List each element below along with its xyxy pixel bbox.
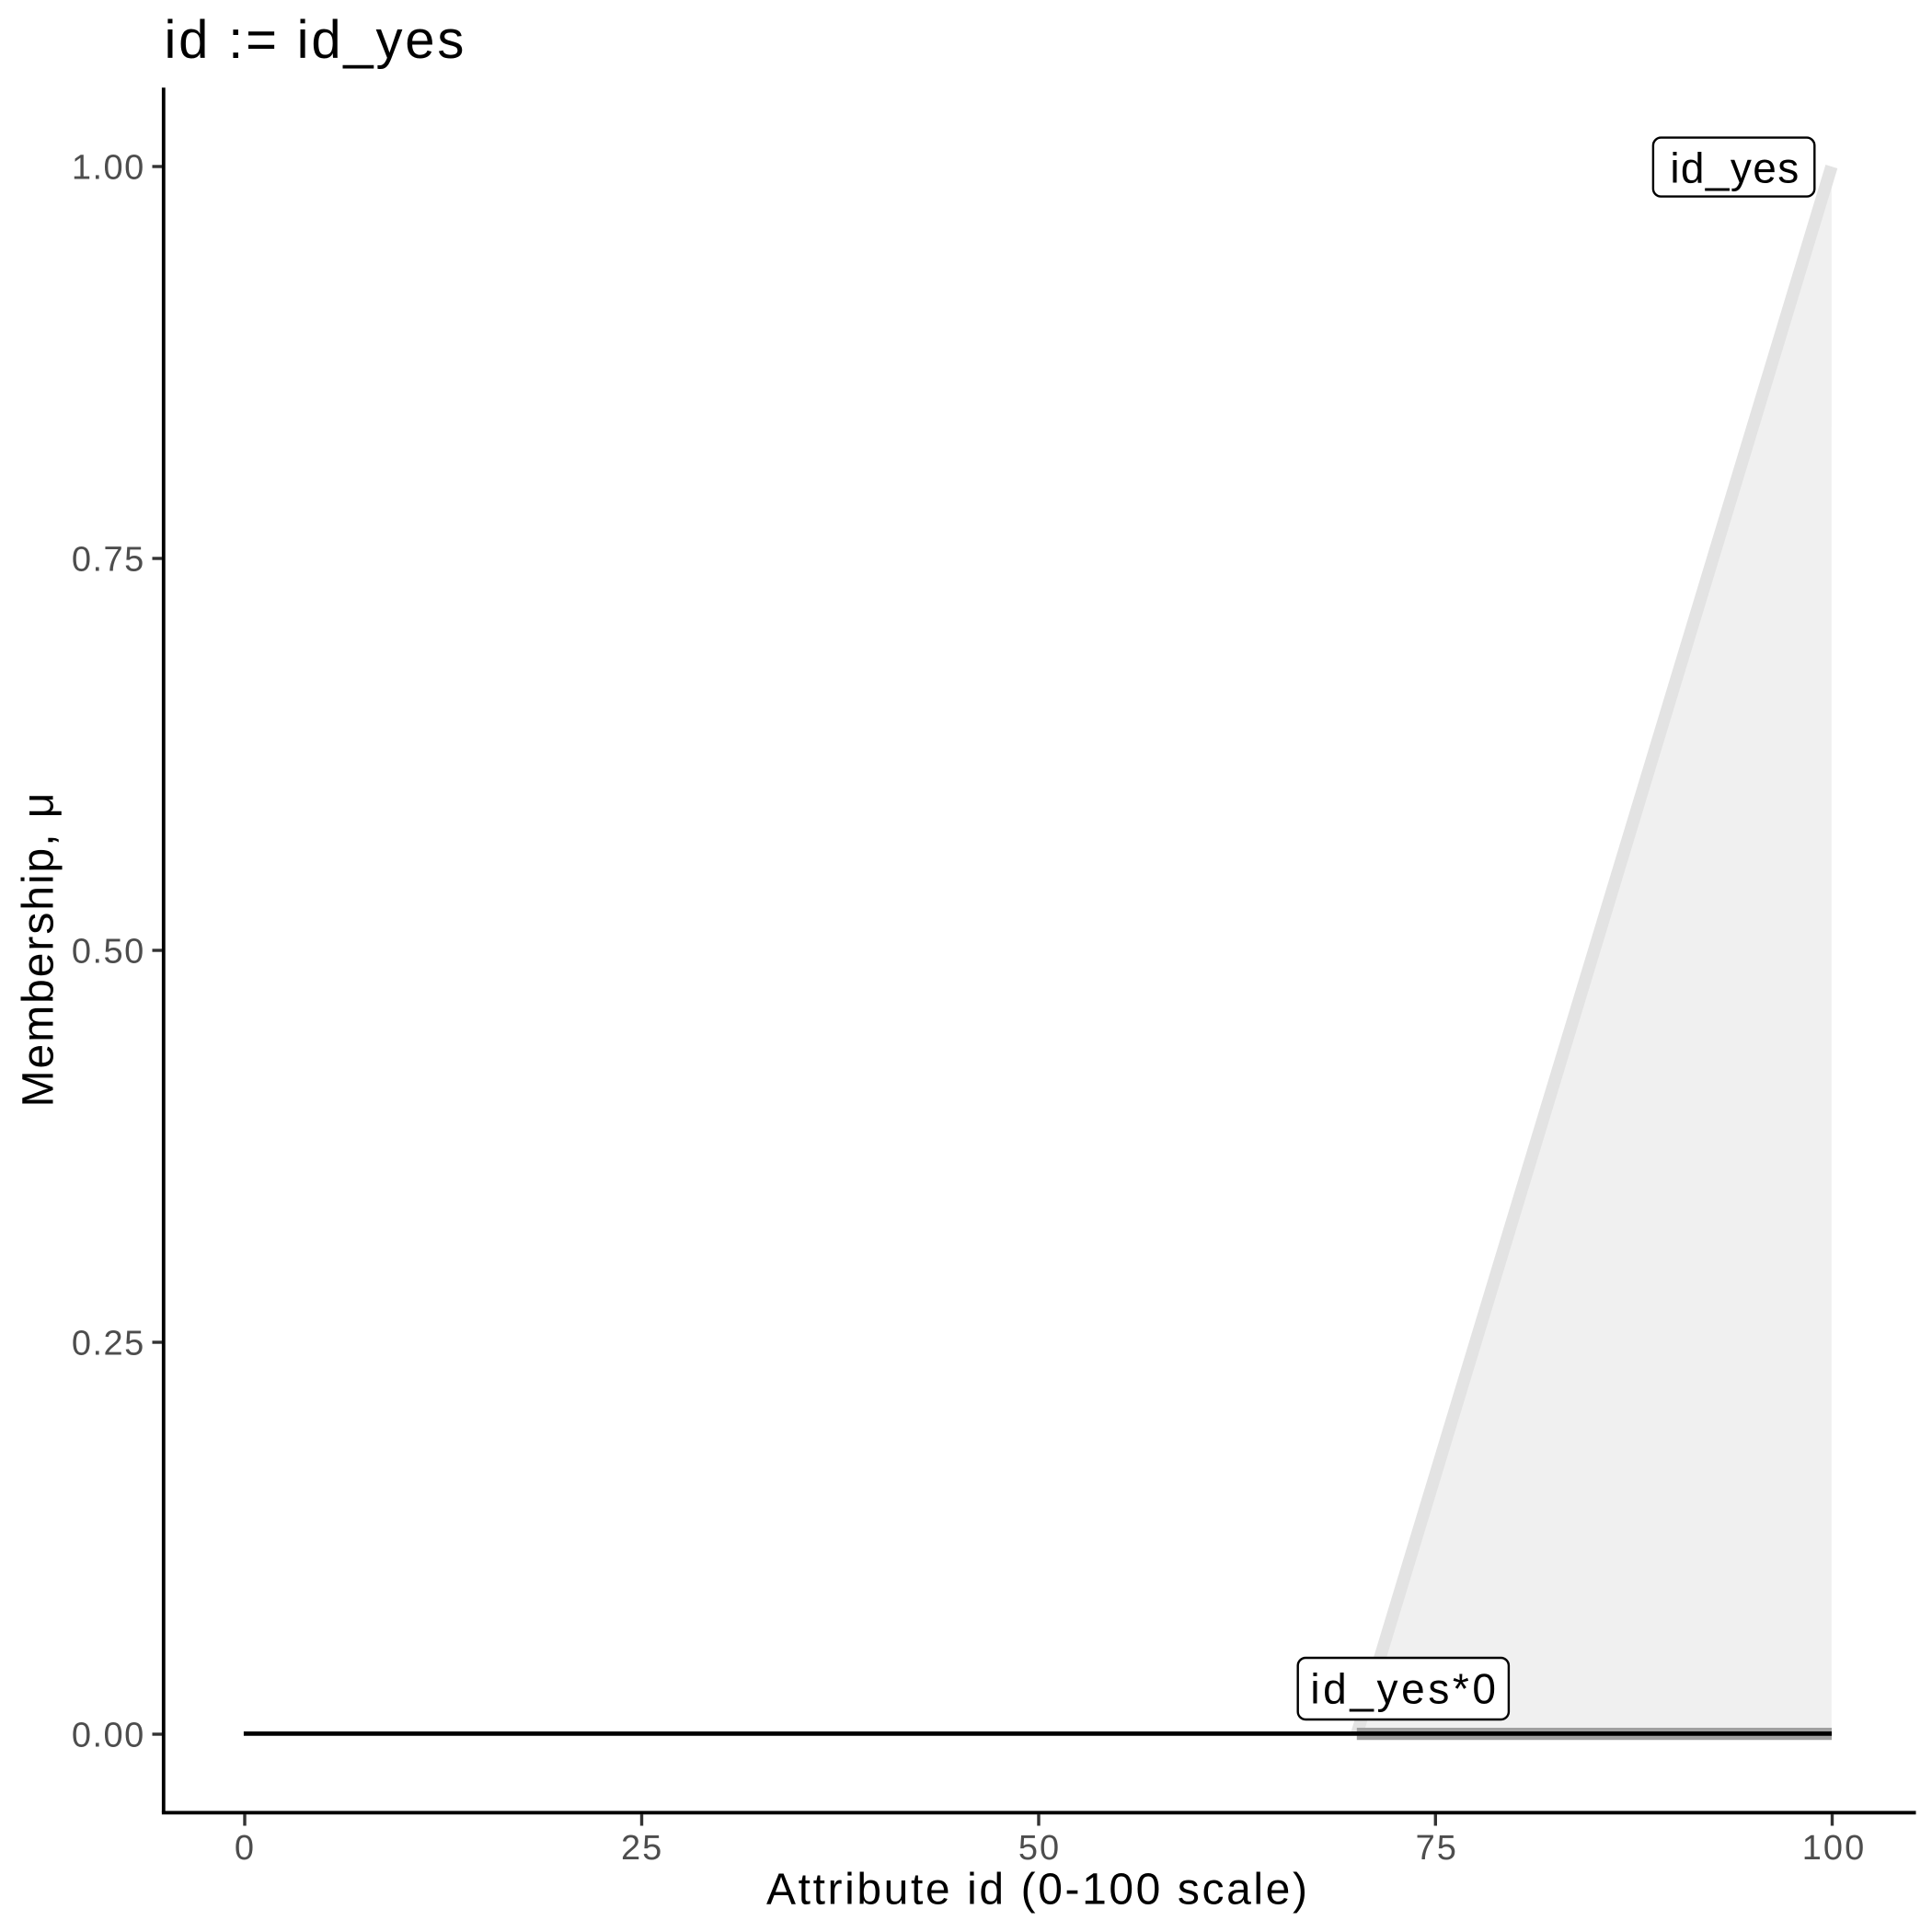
svg-text:id_yes*0: id_yes*0 [1310,1664,1499,1712]
svg-text:id_yes: id_yes [1670,144,1800,191]
svg-text:Attribute id (0-100 scale): Attribute id (0-100 scale) [766,1866,1310,1915]
svg-text:0.00: 0.00 [72,1717,145,1755]
svg-text:0.75: 0.75 [72,541,145,580]
svg-text:100: 100 [1802,1829,1866,1868]
svg-text:Membership, μ: Membership, μ [14,791,63,1108]
svg-text:0: 0 [235,1829,256,1868]
svg-text:0.25: 0.25 [72,1325,145,1363]
svg-text:1.00: 1.00 [72,149,145,188]
svg-text:25: 25 [621,1829,663,1868]
svg-text:id := id_yes: id := id_yes [165,10,467,70]
svg-text:50: 50 [1018,1829,1061,1868]
svg-text:75: 75 [1416,1829,1458,1868]
svg-text:0.50: 0.50 [72,933,145,972]
